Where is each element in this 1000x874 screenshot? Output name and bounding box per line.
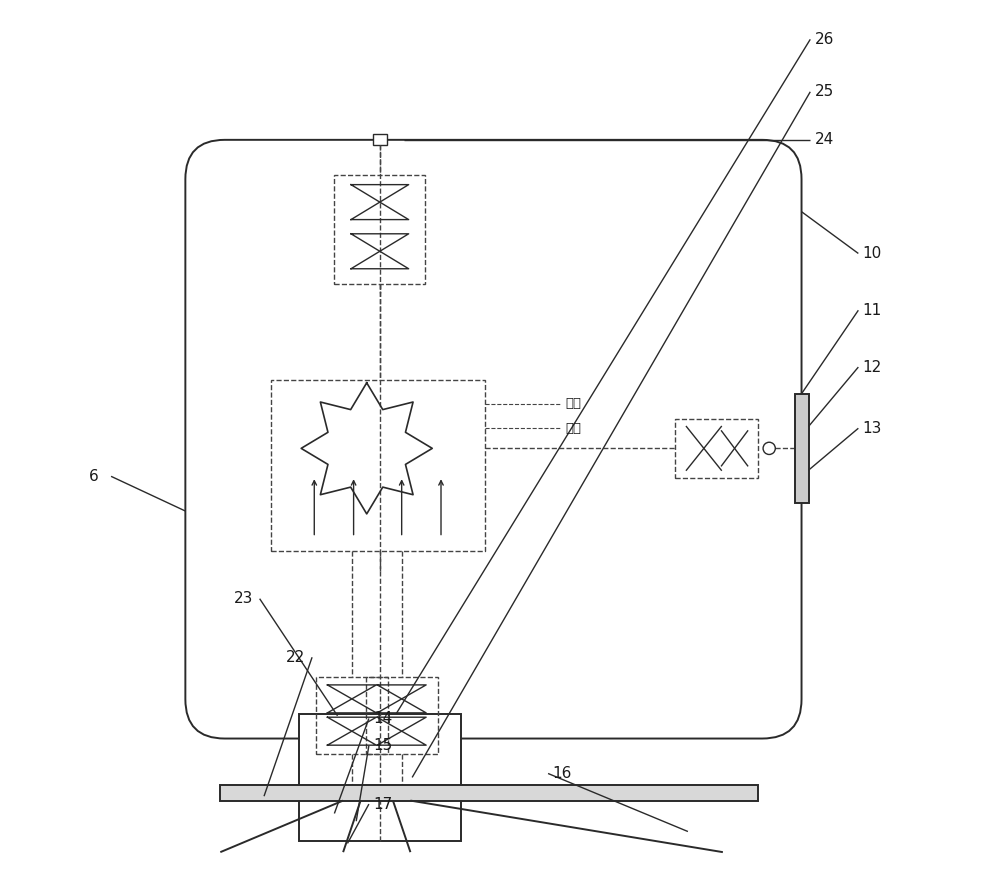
Text: 13: 13 (863, 420, 882, 436)
Text: 22: 22 (286, 649, 305, 665)
Bar (316, 677, 388, 754)
Text: 24: 24 (815, 132, 834, 148)
Text: 16: 16 (552, 766, 572, 781)
Bar (220, 785, 758, 801)
Text: 6: 6 (89, 468, 99, 484)
Text: 12: 12 (863, 359, 882, 375)
Bar (334, 175, 425, 284)
Text: 25: 25 (815, 84, 834, 100)
Text: 11: 11 (863, 302, 882, 318)
Bar (795, 393, 809, 503)
Text: 17: 17 (373, 796, 393, 812)
Text: 26: 26 (815, 31, 834, 47)
Text: 颗粒: 颗粒 (566, 422, 582, 434)
Text: 23: 23 (233, 591, 253, 607)
Text: 15: 15 (373, 738, 393, 753)
Bar (675, 419, 758, 478)
Bar (299, 714, 461, 841)
Text: 悬浮: 悬浮 (566, 398, 582, 410)
Bar (373, 135, 387, 145)
Bar (271, 380, 485, 551)
Text: 14: 14 (373, 711, 393, 726)
Bar (366, 677, 438, 754)
Text: 10: 10 (863, 246, 882, 261)
